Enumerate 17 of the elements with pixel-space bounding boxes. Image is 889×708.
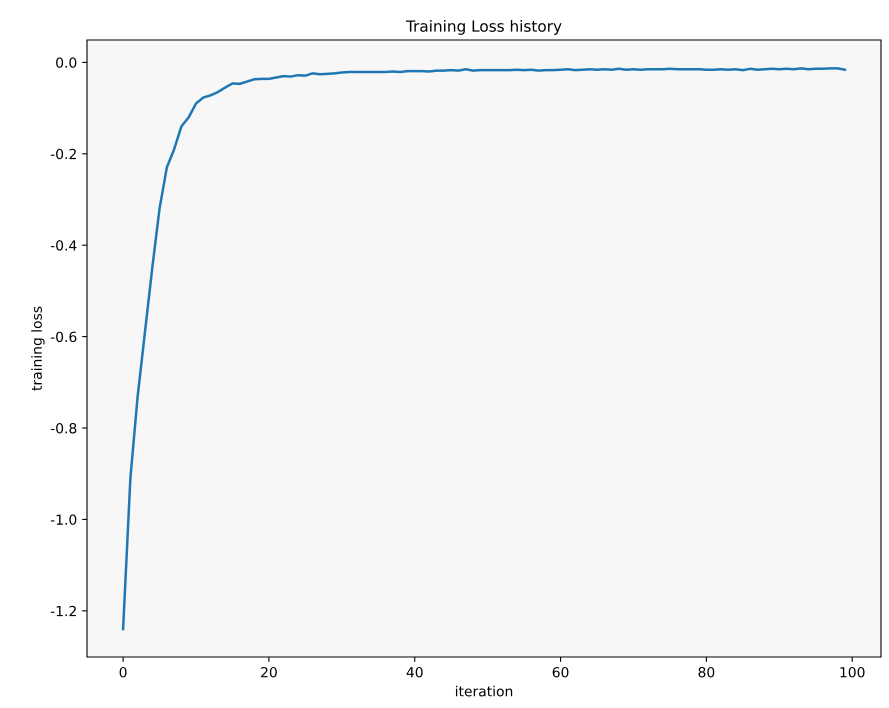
chart-title: Training Loss history: [406, 20, 562, 35]
line-series: [122, 67, 846, 630]
x-axis-title: iteration: [456, 686, 512, 696]
y-tick-label: 0.0: [56, 57, 76, 68]
x-tick-label: 100: [840, 666, 865, 678]
x-tick-label: 60: [552, 666, 568, 678]
y-tick-label: -0.2: [50, 148, 76, 160]
x-tick-label: 20: [261, 666, 277, 678]
y-tick-label: -1.2: [50, 606, 76, 616]
x-tick-label: 0: [120, 666, 127, 678]
y-axis-title: training loss: [31, 306, 45, 391]
x-tick-label: 40: [406, 666, 423, 678]
y-tick-label: -1.0: [50, 514, 76, 525]
x-tick-label: 80: [698, 666, 714, 678]
y-tick-label: -0.6: [50, 332, 76, 342]
y-tick-label: -0.8: [50, 422, 76, 434]
y-tick-label: -0.4: [50, 240, 76, 251]
